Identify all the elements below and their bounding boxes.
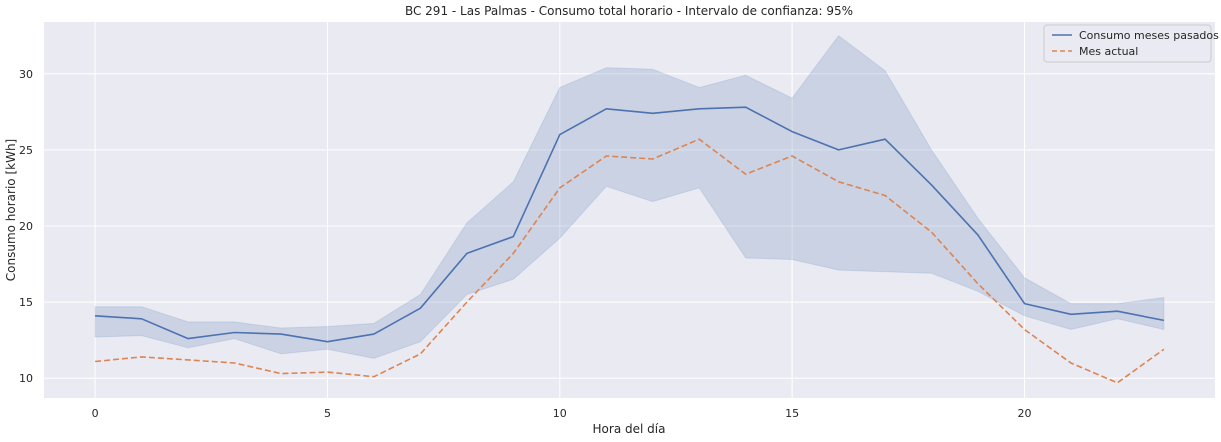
y-tick-label: 15 [19,296,33,309]
x-tick-label: 10 [553,407,567,420]
y-tick-label: 10 [19,372,33,385]
grid-lines [44,22,1215,398]
plot-background [44,22,1215,398]
y-tick-labels: 10 15 20 25 30 [19,68,33,385]
legend: Consumo meses pasados Mes actual [1043,24,1219,63]
series-line-consumo-meses-pasados [95,106,1165,343]
legend-label-mes-actual: Mes actual [1079,45,1138,58]
y-tick-label: 30 [19,68,33,81]
x-tick-labels: 0 5 10 15 20 [92,407,1032,420]
series-lines-group [95,106,1165,384]
y-tick-label: 20 [19,220,33,233]
x-tick-label: 15 [785,407,799,420]
x-tick-label: 5 [324,407,331,420]
y-tick-label: 25 [19,144,33,157]
x-tick-label: 20 [1017,407,1031,420]
confidence-band [94,34,1165,359]
legend-label-consumo-meses-pasados: Consumo meses pasados [1079,29,1219,42]
legend-box [1043,24,1212,63]
y-axis-label: Consumo horario [kWh] [4,139,18,281]
x-tick-label: 0 [92,407,99,420]
chart-title: BC 291 - Las Palmas - Consumo total hora… [405,4,853,18]
x-axis-label: Hora del día [593,422,666,436]
confidence-band-group [94,34,1165,359]
